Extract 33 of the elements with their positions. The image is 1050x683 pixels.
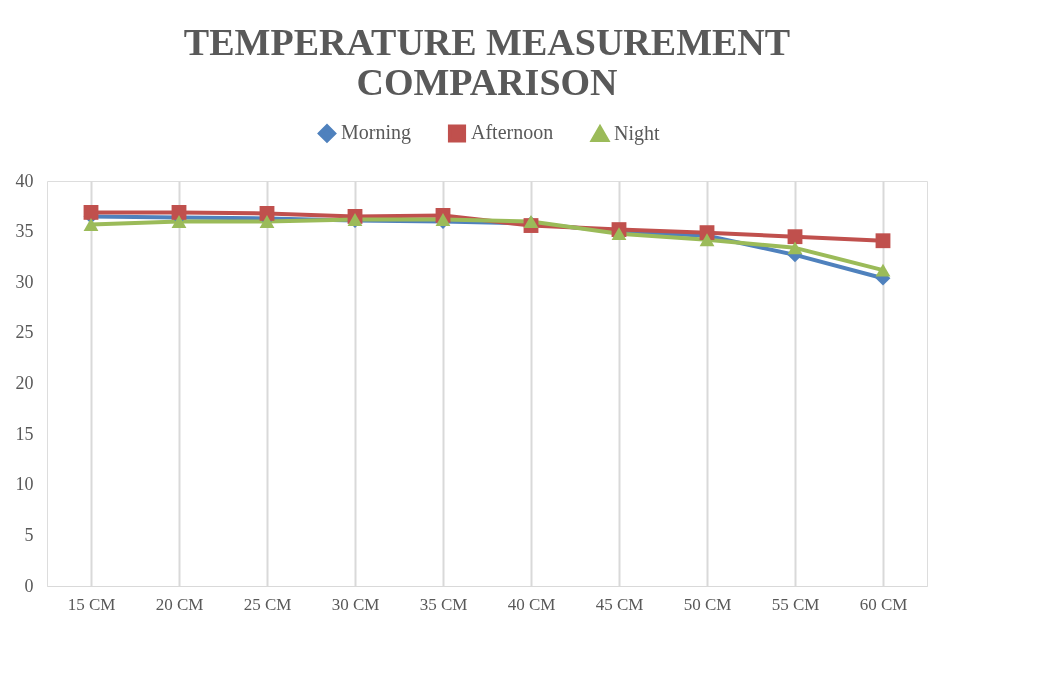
x-tick-label: 60 CM [859,594,908,614]
y-tick-label: 40 [15,170,34,191]
x-tick-label: 40 CM [507,594,556,614]
x-tick-label: 30 CM [331,594,380,614]
x-tick-label: 45 CM [595,594,644,614]
y-tick-label: 15 [15,423,34,444]
point [171,215,187,228]
y-tick-label: 30 [15,271,34,292]
y-tick-label: 5 [24,524,34,545]
legend-label: Night [614,121,660,145]
point [699,233,715,247]
x-tick-label: 15 CM [67,594,116,614]
point [83,218,99,231]
text: TEMPERATURE MEASUREMENT [183,21,791,63]
legend-label: Afternoon [471,121,554,144]
y-tick-label: 0 [24,575,34,596]
y-tick-label: 10 [15,474,34,495]
y-tick-label: 25 [15,322,34,343]
x-tick-label: 25 CM [243,594,292,614]
y-tick-label: 20 [15,373,34,393]
x-tick-label: 50 CM [683,594,732,614]
text: COMPARISON [356,61,618,103]
x-tick-label: 20 CM [155,594,204,614]
legend-label: Morning [341,121,411,145]
x-tick-label: 55 CM [771,594,820,614]
point [875,233,891,249]
point [787,241,803,255]
point [875,263,891,277]
point [787,229,803,245]
point [259,215,275,228]
y-tick-label: 35 [15,221,34,242]
x-tick-label: 35 CM [419,594,468,614]
point [83,204,99,220]
